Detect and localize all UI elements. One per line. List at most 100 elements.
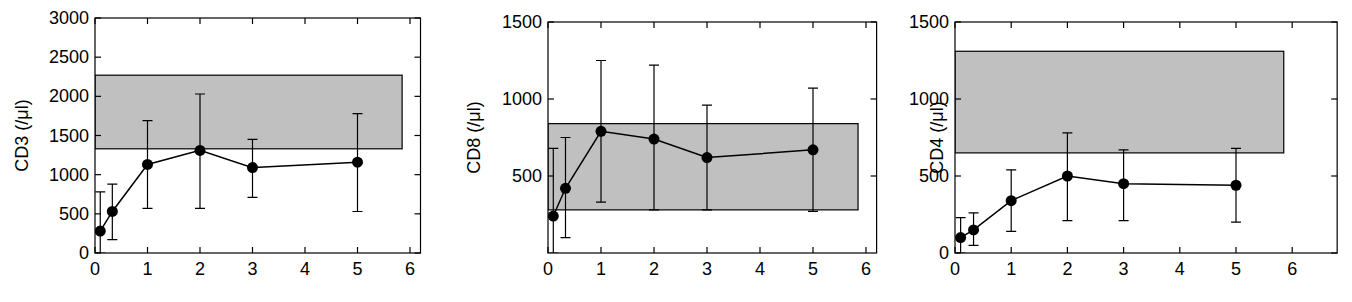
x-tick	[1067, 22, 1068, 28]
y-tick	[955, 98, 961, 99]
error-bar	[1231, 148, 1241, 222]
y-tick-label: 1000	[502, 89, 542, 109]
error-bar	[1062, 133, 1072, 221]
x-tick	[865, 247, 866, 253]
x-tick-label: 1	[142, 259, 152, 279]
y-tick	[415, 135, 421, 136]
x-tick-label: 0	[950, 259, 960, 279]
error-cap	[649, 209, 659, 210]
y-axis-label: CD3 (/μl)	[12, 99, 32, 171]
x-tick	[357, 247, 358, 253]
plot-area	[955, 51, 1284, 253]
x-tick	[199, 18, 200, 24]
error-bar	[596, 61, 606, 203]
x-tick	[199, 247, 200, 253]
error-bar	[702, 105, 712, 210]
y-tick-label: 500	[512, 166, 542, 186]
error-cap	[702, 105, 712, 106]
error-cap	[353, 211, 363, 212]
data-point	[1006, 195, 1017, 206]
x-tick	[409, 247, 410, 253]
x-tick	[954, 247, 955, 253]
error-bar	[649, 65, 659, 210]
error-cap	[107, 183, 117, 184]
x-tick	[653, 247, 654, 253]
figure: 0123456050010001500200025003000CD3 (/μl)…	[0, 0, 1352, 302]
x-tick	[954, 22, 955, 28]
data-point	[95, 226, 106, 237]
x-tick-label: 5	[808, 259, 818, 279]
data-point	[955, 232, 966, 243]
y-tick-label: 1500	[49, 126, 89, 146]
y-tick-label: 500	[59, 204, 89, 224]
y-tick	[548, 175, 554, 176]
data-point	[1231, 180, 1242, 191]
x-tick	[304, 247, 305, 253]
x-tick-label: 0	[543, 259, 553, 279]
y-tick	[1331, 252, 1337, 253]
y-tick	[95, 174, 101, 175]
panel: 0123456050010001500200025003000CD3 (/μl)	[12, 8, 421, 279]
plot-frame	[95, 18, 421, 253]
panel: 0123456050010001500CD4 (/μl)	[909, 12, 1337, 279]
y-tick	[1331, 98, 1337, 99]
error-cap	[969, 245, 979, 246]
error-bar	[560, 138, 570, 238]
data-point	[702, 152, 713, 163]
x-tick-label: 5	[352, 259, 362, 279]
x-tick	[1067, 247, 1068, 253]
y-tick	[955, 175, 961, 176]
y-tick	[95, 135, 101, 136]
error-cap	[596, 60, 606, 61]
y-tick-label: 1500	[502, 12, 542, 32]
error-bar	[956, 218, 966, 253]
x-tick-label: 1	[596, 259, 606, 279]
data-point	[560, 183, 571, 194]
x-tick	[759, 247, 760, 253]
plot-frame	[548, 22, 877, 253]
y-tick	[548, 21, 554, 22]
error-cap	[1119, 149, 1129, 150]
error-bar	[195, 94, 205, 208]
data-line	[961, 176, 1236, 238]
x-tick	[1292, 22, 1293, 28]
x-tick	[600, 247, 601, 253]
x-tick	[706, 22, 707, 28]
y-tick	[95, 57, 101, 58]
error-cap	[107, 239, 117, 240]
error-bar	[143, 121, 153, 209]
error-stem	[100, 192, 101, 253]
x-tick	[1235, 22, 1236, 28]
x-tick	[1235, 247, 1236, 253]
y-tick	[415, 252, 421, 253]
x-tick	[1292, 247, 1293, 253]
y-tick-label: 2500	[49, 47, 89, 67]
x-tick	[812, 247, 813, 253]
y-tick-label: 1000	[49, 165, 89, 185]
x-tick-label: 2	[1062, 259, 1072, 279]
x-tick	[547, 22, 548, 28]
x-tick	[252, 247, 253, 253]
data-line	[100, 150, 357, 231]
x-tick	[94, 18, 95, 24]
error-cap	[1231, 148, 1241, 149]
y-tick	[415, 213, 421, 214]
y-tick-label: 0	[79, 243, 89, 263]
error-cap	[808, 211, 818, 212]
x-tick-label: 0	[90, 259, 100, 279]
x-tick	[1011, 247, 1012, 253]
error-cap	[1006, 169, 1016, 170]
x-tick	[94, 247, 95, 253]
error-bar	[353, 114, 363, 212]
x-tick-label: 3	[1119, 259, 1129, 279]
data-point	[808, 144, 819, 155]
x-tick-label: 6	[861, 259, 871, 279]
y-tick	[415, 174, 421, 175]
error-cap	[248, 139, 258, 140]
error-cap	[808, 88, 818, 89]
error-bar	[1119, 150, 1129, 221]
x-tick	[653, 22, 654, 28]
panel: 012345650010001500CD8 (/μl)	[464, 12, 877, 279]
y-tick	[955, 252, 961, 253]
error-cap	[1006, 231, 1016, 232]
